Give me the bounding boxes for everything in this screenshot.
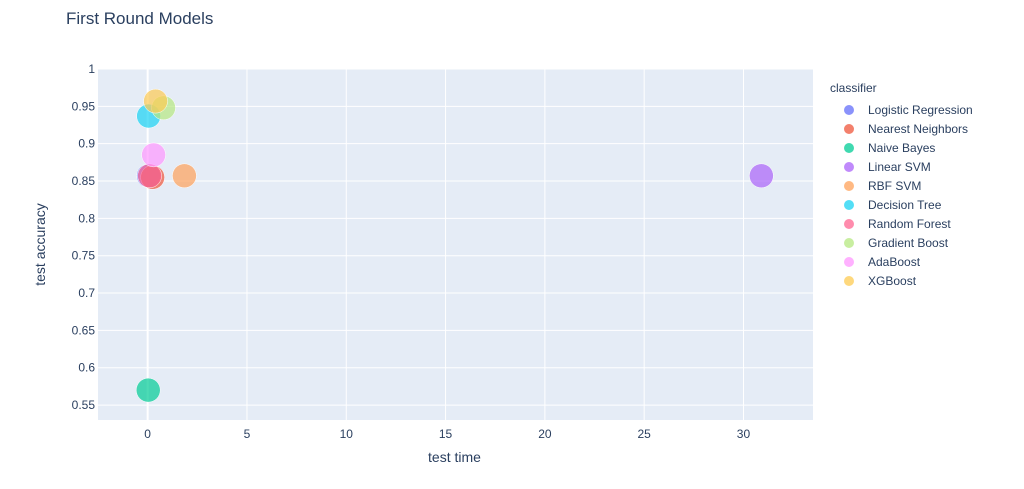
y-tick-label: 0.85 bbox=[72, 174, 96, 188]
legend-marker-icon bbox=[844, 161, 854, 172]
x-tick-label: 0 bbox=[144, 427, 151, 441]
data-point[interactable] bbox=[137, 163, 162, 189]
legend-item[interactable]: XGBoost bbox=[831, 271, 973, 290]
legend-label: Linear SVM bbox=[868, 159, 931, 174]
y-tick-label: 0.55 bbox=[72, 398, 96, 412]
legend-marker-icon bbox=[844, 218, 854, 229]
y-tick-label: 0.9 bbox=[78, 137, 95, 151]
legend-label: XGBoost bbox=[868, 273, 917, 288]
y-tick-label: 1 bbox=[88, 62, 95, 76]
legend-marker-icon bbox=[844, 104, 854, 115]
y-axis-title: test accuracy bbox=[32, 203, 48, 285]
legend-label: Gradient Boost bbox=[868, 235, 949, 250]
x-axis-ticks: 0 5 10 15 20 25 30 bbox=[144, 427, 750, 441]
x-tick-label: 15 bbox=[439, 427, 453, 441]
legend-item[interactable]: Naive Bayes bbox=[831, 138, 973, 157]
y-tick-label: 0.6 bbox=[78, 361, 95, 375]
x-tick-label: 25 bbox=[638, 427, 652, 441]
legend-label: RBF SVM bbox=[868, 178, 922, 193]
data-point[interactable] bbox=[749, 163, 774, 189]
data-point[interactable] bbox=[143, 88, 168, 114]
data-point[interactable] bbox=[172, 163, 197, 189]
y-tick-label: 0.8 bbox=[78, 211, 95, 225]
x-tick-label: 5 bbox=[244, 427, 251, 441]
legend-label: Random Forest bbox=[868, 216, 951, 231]
legend-marker-icon bbox=[844, 256, 854, 267]
legend-label: Naive Bayes bbox=[868, 140, 936, 155]
legend: classifier Logistic Regression Nearest Ne… bbox=[830, 81, 973, 290]
x-axis-title: test time bbox=[428, 449, 481, 465]
legend-item[interactable]: Linear SVM bbox=[831, 157, 973, 176]
legend-item[interactable]: Decision Tree bbox=[831, 195, 973, 214]
legend-label: Decision Tree bbox=[868, 197, 942, 212]
legend-title: classifier bbox=[830, 81, 877, 95]
y-tick-label: 0.95 bbox=[72, 99, 96, 113]
y-tick-label: 0.7 bbox=[78, 286, 95, 300]
data-points bbox=[135, 88, 774, 403]
plot-area bbox=[98, 69, 813, 420]
x-tick-label: 10 bbox=[340, 427, 354, 441]
data-point[interactable] bbox=[141, 142, 166, 168]
y-axis-ticks: 0.55 0.6 0.65 0.7 0.75 0.8 0.85 0.9 0.95 1 bbox=[72, 62, 96, 412]
x-tick-label: 20 bbox=[538, 427, 552, 441]
legend-item[interactable]: Logistic Regression bbox=[831, 100, 973, 119]
legend-marker-icon bbox=[844, 237, 854, 248]
legend-item[interactable]: RBF SVM bbox=[831, 176, 973, 195]
legend-item[interactable]: Nearest Neighbors bbox=[831, 119, 973, 138]
legend-item[interactable]: Random Forest bbox=[831, 214, 973, 233]
y-tick-label: 0.75 bbox=[72, 249, 96, 263]
legend-item[interactable]: Gradient Boost bbox=[831, 233, 973, 252]
legend-label: AdaBoost bbox=[868, 254, 921, 269]
x-tick-label: 30 bbox=[737, 427, 751, 441]
data-point[interactable] bbox=[135, 377, 161, 403]
legend-label: Nearest Neighbors bbox=[868, 121, 969, 136]
y-tick-label: 0.65 bbox=[72, 323, 96, 337]
legend-item[interactable]: AdaBoost bbox=[831, 252, 973, 271]
legend-marker-icon bbox=[844, 199, 854, 210]
legend-marker-icon bbox=[844, 275, 854, 286]
legend-label: Logistic Regression bbox=[868, 102, 973, 117]
chart-title: First Round Models bbox=[66, 9, 214, 28]
legend-marker-icon bbox=[844, 142, 854, 153]
grid-lines bbox=[98, 68, 813, 420]
legend-marker-icon bbox=[844, 123, 854, 134]
legend-marker-icon bbox=[844, 180, 854, 191]
